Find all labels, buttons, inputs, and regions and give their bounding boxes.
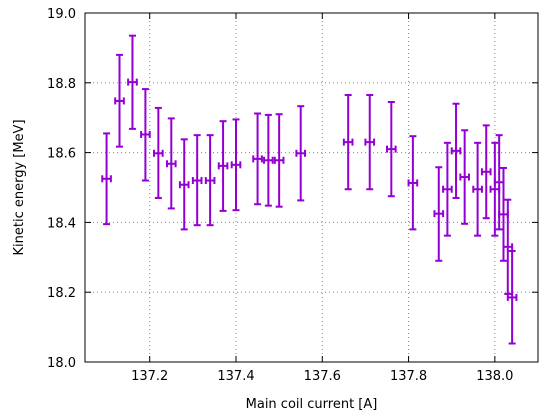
data-point [295, 105, 307, 202]
data-point [165, 117, 177, 210]
data-point [178, 138, 190, 231]
data-point [263, 113, 274, 207]
data-point [252, 112, 263, 206]
data-point [114, 53, 125, 148]
grid [85, 13, 538, 362]
data-point [127, 34, 138, 130]
y-tick-label: 18.0 [47, 356, 76, 371]
data-point [364, 94, 376, 191]
x-tick-label: 137.8 [390, 369, 427, 384]
data-point [342, 94, 354, 191]
data-point [472, 141, 483, 237]
data-point [386, 100, 397, 198]
x-tick-label: 137.6 [304, 369, 341, 384]
data-point [459, 129, 470, 225]
plot-frame [84, 12, 539, 363]
data-point [273, 113, 285, 208]
y-tick-label: 18.8 [47, 77, 76, 92]
data-point [230, 118, 242, 212]
data-point [442, 141, 453, 237]
y-tick-label: 18.4 [47, 216, 76, 231]
data-point [204, 134, 216, 227]
data-point [217, 120, 229, 212]
x-axis-label: Main coil current [A] [246, 397, 378, 412]
data-point [489, 141, 501, 237]
x-tick-label: 137.2 [131, 369, 168, 384]
data-point [450, 102, 462, 199]
data-point [480, 124, 492, 220]
data-point [153, 106, 164, 199]
data-point [407, 135, 419, 231]
data-point [433, 166, 445, 262]
y-tick-label: 19.0 [47, 7, 76, 22]
y-tick-label: 18.2 [47, 286, 76, 301]
data-point [191, 134, 203, 227]
data-point [506, 250, 518, 345]
y-tick-label: 18.6 [47, 147, 76, 162]
y-axis-label: Kinetic energy [MeV] [12, 119, 27, 255]
x-tick-label: 137.4 [217, 369, 254, 384]
data-point [101, 132, 112, 226]
data-point [140, 88, 151, 182]
data-series [101, 34, 518, 345]
x-tick-label: 138.0 [476, 369, 513, 384]
axis-ticks: 18.0 18.2 18.4 18.6 18.8 19.0 137.2 137.4 137.6 1… [47, 7, 538, 384]
